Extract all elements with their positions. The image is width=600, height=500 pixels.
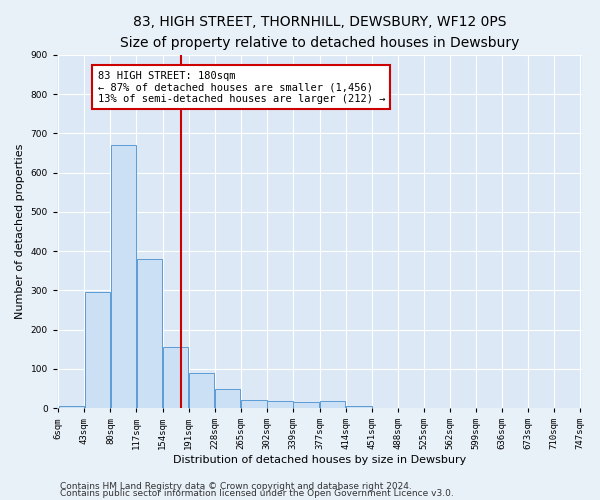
- Bar: [346, 406, 371, 408]
- Bar: [59, 406, 84, 408]
- Text: 83 HIGH STREET: 180sqm
← 87% of detached houses are smaller (1,456)
13% of semi-: 83 HIGH STREET: 180sqm ← 87% of detached…: [98, 70, 385, 104]
- Bar: [110, 145, 136, 408]
- Bar: [215, 388, 241, 408]
- Title: 83, HIGH STREET, THORNHILL, DEWSBURY, WF12 0PS
Size of property relative to deta: 83, HIGH STREET, THORNHILL, DEWSBURY, WF…: [119, 15, 519, 50]
- Bar: [267, 401, 293, 408]
- Bar: [320, 401, 346, 408]
- Bar: [85, 292, 110, 408]
- Bar: [137, 259, 162, 408]
- Text: Contains HM Land Registry data © Crown copyright and database right 2024.: Contains HM Land Registry data © Crown c…: [60, 482, 412, 491]
- Bar: [293, 402, 319, 408]
- Y-axis label: Number of detached properties: Number of detached properties: [15, 144, 25, 319]
- Bar: [241, 400, 266, 408]
- Text: Contains public sector information licensed under the Open Government Licence v3: Contains public sector information licen…: [60, 489, 454, 498]
- Bar: [189, 373, 214, 408]
- X-axis label: Distribution of detached houses by size in Dewsbury: Distribution of detached houses by size …: [173, 455, 466, 465]
- Bar: [163, 348, 188, 408]
